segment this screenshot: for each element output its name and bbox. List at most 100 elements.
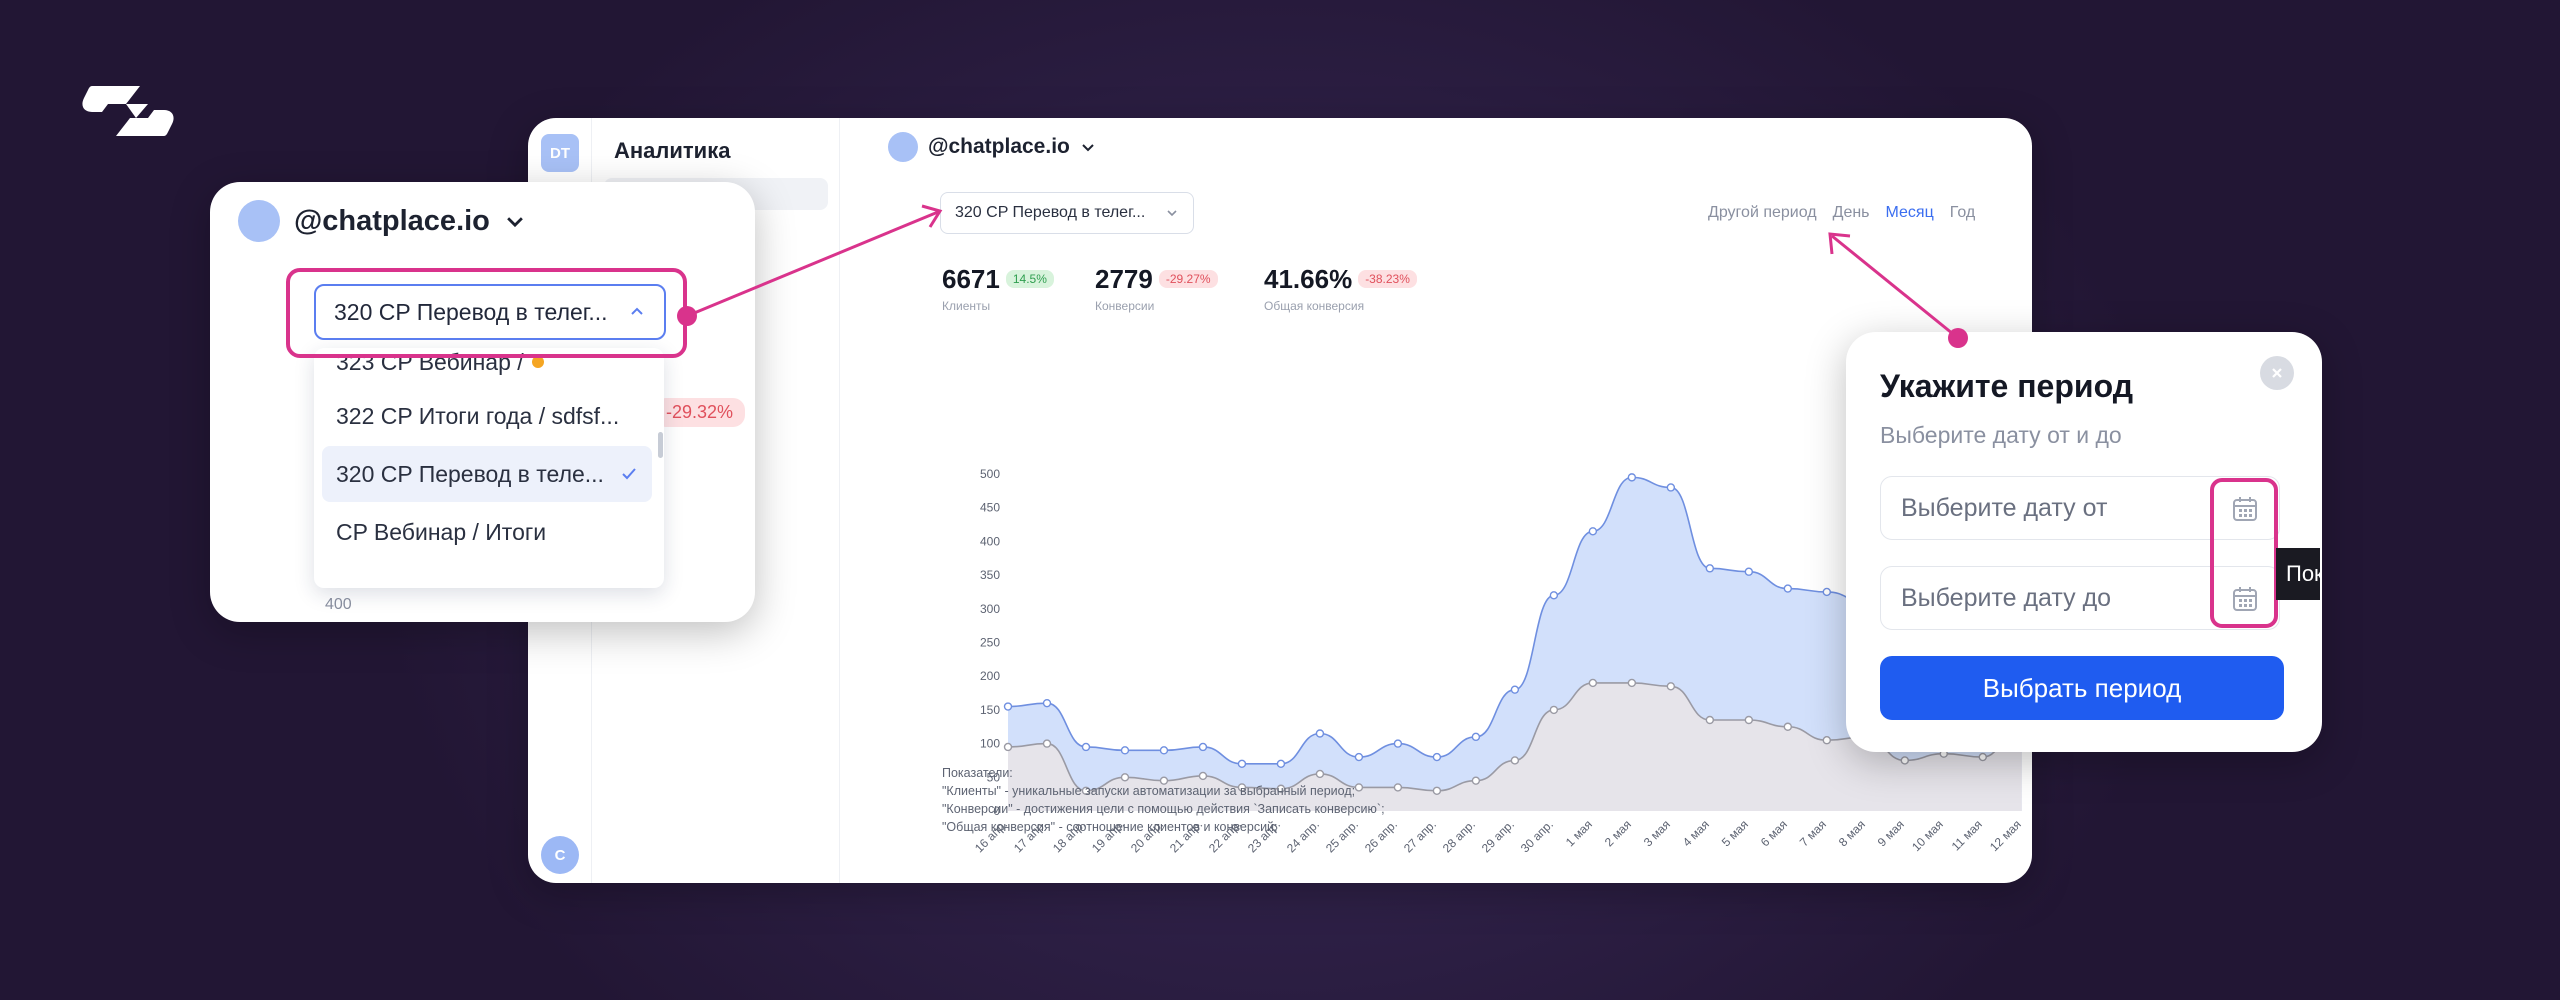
data-point [1276, 759, 1286, 769]
period-picker-card: Укажите период Выберите дату от и до Выб… [1846, 332, 2322, 752]
chevron-down-icon [1167, 210, 1177, 217]
workspace-avatar[interactable]: DT [541, 134, 579, 172]
tooltip: Пок [2276, 548, 2320, 600]
calendar-highlight-frame [2210, 478, 2278, 628]
x-tick-label: 29 апр. [1479, 817, 1517, 855]
dropdown-scrollbar[interactable] [658, 432, 663, 458]
account-switcher[interactable]: @chatplace.io [888, 132, 1096, 162]
data-point [1198, 742, 1208, 752]
dropdown-option[interactable]: CP Вебинар / Итоги [322, 504, 652, 560]
period-picker-subtitle: Выберите дату от и до [1880, 422, 2122, 448]
data-point [1627, 678, 1637, 688]
series-area-conversions [1008, 682, 2022, 811]
dropdown-option-selected[interactable]: 320 CP Перевод в теле... [322, 446, 652, 502]
data-point [1588, 678, 1598, 688]
account-avatar [238, 200, 280, 242]
x-tick-label: 1 мая [1563, 817, 1595, 849]
select-highlight-frame [286, 268, 687, 358]
date-to-placeholder: Выберите дату до [1901, 583, 2112, 612]
metric-label: Общая конверсия [1264, 299, 1365, 313]
x-tick-label: 8 мая [1836, 817, 1868, 849]
data-point [1354, 783, 1364, 792]
chevron-up-icon [631, 307, 643, 315]
x-tick-label: 9 мая [1875, 817, 1907, 849]
data-point [1471, 776, 1481, 785]
metric-value: 41.66% [1264, 264, 1353, 294]
close-button[interactable] [2260, 356, 2294, 390]
notes-line: "Клиенты" - уникальные запуски автоматиз… [942, 784, 1356, 798]
data-point [1159, 776, 1169, 785]
metric-value: 2779 [1095, 264, 1153, 294]
axis-tick-label: 400 [325, 596, 352, 613]
tab-year[interactable]: Год [1949, 204, 1976, 221]
x-tick-label: 27 апр. [1401, 817, 1439, 855]
notes-line: "Конверсии" - достижения цели с помощью … [942, 802, 1385, 816]
metric-label: Конверсии [1095, 299, 1155, 313]
data-point [1432, 752, 1442, 762]
data-point [1081, 786, 1091, 795]
y-tick-label: 500 [980, 467, 1000, 481]
account-switcher[interactable]: @chatplace.io [238, 200, 526, 242]
notes-line: "Общая конверсия" - соотношение клиентов… [942, 820, 1278, 834]
tab-month[interactable]: Месяц [1885, 204, 1934, 221]
data-point [1705, 715, 1715, 725]
data-point [1315, 729, 1325, 738]
dropdown-option[interactable]: 322 CP Итоги года / sdfsf... [322, 388, 652, 444]
data-point [1549, 591, 1559, 600]
data-point [1822, 736, 1832, 745]
option-label: CP Вебинар / Итоги [336, 518, 547, 545]
data-point [1471, 732, 1481, 742]
data-point [1627, 473, 1637, 482]
data-point [1393, 783, 1403, 792]
automation-select[interactable]: 320 CP Перевод в телег... [940, 192, 1194, 234]
option-label: 322 CP Итоги года / sdfsf... [336, 402, 620, 429]
y-tick-label: 350 [980, 568, 1000, 582]
data-point [1510, 756, 1520, 765]
automation-dropdown-list: 323 CP Вебинар / 322 CP Итоги года / sdf… [314, 348, 664, 588]
dropdown-option[interactable]: 323 CP Вебинар / [322, 348, 652, 390]
metric-change-badge: 14.5% [1005, 270, 1054, 288]
account-name: @chatplace.io [294, 204, 490, 237]
period-picker-title: Укажите период [1880, 368, 2133, 404]
data-point [1003, 742, 1013, 752]
data-point [1276, 784, 1286, 793]
data-point [1042, 739, 1052, 748]
status-dot-icon [531, 356, 544, 368]
y-tick-label: 400 [980, 534, 1000, 548]
data-point [1783, 584, 1793, 593]
check-icon [622, 468, 636, 480]
close-icon [2272, 368, 2282, 378]
calendar-icon[interactable] [2231, 495, 2259, 523]
user-avatar[interactable]: C [541, 836, 579, 874]
y-tick-label: 50 [987, 770, 1001, 784]
data-point [1237, 759, 1247, 769]
data-point [1198, 771, 1208, 781]
x-tick-label: 4 мая [1680, 817, 1712, 849]
data-point [1159, 746, 1169, 755]
account-avatar [888, 132, 918, 162]
data-point [1432, 786, 1442, 795]
data-point [1510, 685, 1520, 694]
chatplace-logo [82, 86, 174, 136]
data-point [1705, 564, 1715, 573]
x-tick-label: 11 мая [1949, 817, 1985, 853]
account-name: @chatplace.io [928, 135, 1070, 158]
select-period-button[interactable]: Выбрать период [1880, 656, 2284, 720]
metric-change-badge: -29.27% [1158, 270, 1218, 288]
data-point [1783, 722, 1793, 731]
x-tick-label: 3 мая [1641, 817, 1673, 849]
data-point [1900, 756, 1909, 765]
chevron-down-icon [507, 217, 523, 228]
notes-line: Показатели: [942, 766, 1013, 780]
calendar-icon[interactable] [2231, 585, 2259, 613]
period-tabs: Другой период День Месяц Год [1708, 204, 1975, 222]
automation-select[interactable]: 320 CP Перевод в телег... [314, 284, 666, 340]
tab-custom-period[interactable]: Другой период [1708, 204, 1817, 221]
data-point [1003, 702, 1013, 711]
data-point [1081, 742, 1091, 752]
data-point [1744, 715, 1754, 725]
data-point [1549, 705, 1559, 715]
tab-day[interactable]: День [1832, 204, 1870, 221]
data-point [1393, 739, 1403, 748]
option-label: 323 CP Вебинар / [336, 348, 524, 375]
